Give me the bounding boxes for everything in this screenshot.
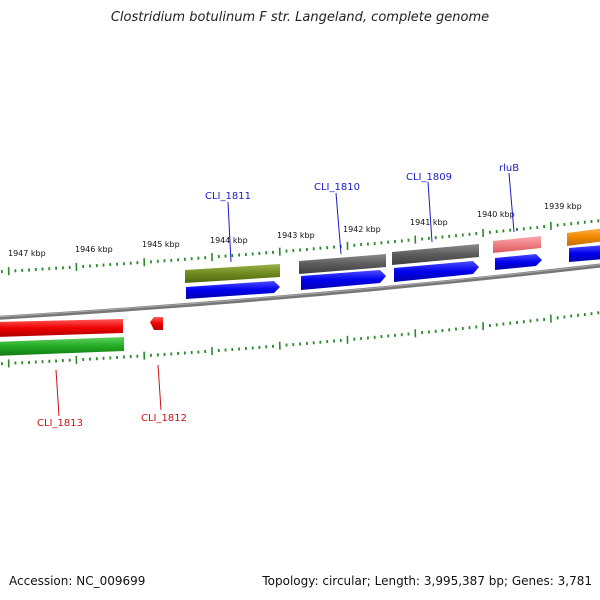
gene-label-cli-1809[interactable]: CLI_1809: [406, 172, 452, 183]
leader-line-1813: [55, 369, 60, 417]
leader-line-1809: [427, 181, 433, 243]
cds-forward-1810[interactable]: [301, 270, 386, 290]
cds-forward-rluB[interactable]: [495, 254, 542, 270]
kbp-label-1946: 1946 kbp: [75, 245, 113, 254]
kbp-label-1941: 1941 kbp: [410, 218, 448, 227]
cds-forward-next[interactable]: [569, 245, 600, 262]
map-title: Clostridium botulinum F str. Langeland, …: [110, 10, 490, 25]
feature-grey-1809[interactable]: [392, 244, 479, 265]
cds-reverse-1813[interactable]: [0, 319, 123, 337]
genome-backbone: [0, 263, 600, 320]
gene-label-cli-1813[interactable]: CLI_1813: [37, 418, 83, 429]
cds-reverse-1812[interactable]: [150, 317, 163, 330]
kbp-label-1940: 1940 kbp: [477, 210, 515, 219]
gene-label-cli-1810[interactable]: CLI_1810: [314, 182, 360, 193]
kbp-label-1943: 1943 kbp: [277, 231, 315, 240]
kbp-label-1944: 1944 kbp: [210, 236, 248, 245]
accession-text: Accession: NC_009699: [9, 574, 146, 588]
cds-forward-1809[interactable]: [394, 261, 479, 282]
feature-green-1813[interactable]: [0, 337, 124, 356]
leader-line-1812: [157, 364, 162, 411]
feature-olive[interactable]: [185, 264, 280, 283]
genome-summary-text: Topology: circular; Length: 3,995,387 bp…: [262, 574, 592, 588]
gene-label-cli-1811[interactable]: CLI_1811: [205, 191, 251, 202]
feature-grey-1810[interactable]: [299, 254, 386, 274]
inner-tick-ring: [0, 311, 600, 368]
feature-pink-rluB[interactable]: [493, 236, 541, 253]
kbp-label-1942: 1942 kbp: [343, 225, 381, 234]
kbp-label-1939: 1939 kbp: [544, 202, 582, 211]
cds-forward-1811[interactable]: [186, 281, 280, 299]
gene-label-cli-1812[interactable]: CLI_1812: [141, 413, 187, 424]
outer-tick-ring: [0, 219, 600, 276]
leader-line-1810: [335, 192, 342, 255]
feature-orange[interactable]: [567, 228, 600, 246]
kbp-label-1945: 1945 kbp: [142, 240, 180, 249]
leader-line-1811: [227, 201, 232, 263]
gene-label-rlub[interactable]: rluB: [499, 163, 519, 174]
leader-line-rluB: [508, 172, 515, 233]
kbp-label-1947: 1947 kbp: [8, 249, 46, 258]
